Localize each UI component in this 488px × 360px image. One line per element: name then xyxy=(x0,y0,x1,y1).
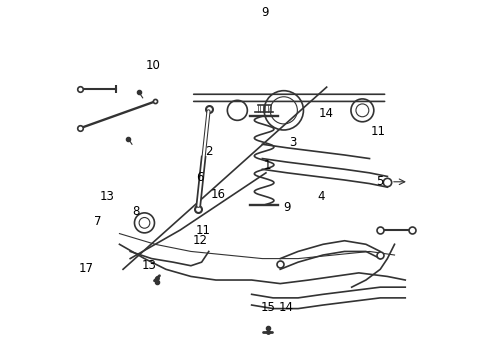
Text: 15: 15 xyxy=(260,301,275,314)
Text: 5: 5 xyxy=(376,175,383,188)
Text: 14: 14 xyxy=(279,301,294,314)
Text: 8: 8 xyxy=(132,204,139,217)
Text: 2: 2 xyxy=(204,145,212,158)
Text: 14: 14 xyxy=(318,107,333,120)
Text: 10: 10 xyxy=(146,59,161,72)
Text: 9: 9 xyxy=(261,6,268,19)
Text: 13: 13 xyxy=(100,190,114,203)
Text: 7: 7 xyxy=(94,215,102,228)
Text: 11: 11 xyxy=(370,125,385,138)
Text: 16: 16 xyxy=(210,188,225,201)
Text: 1: 1 xyxy=(264,159,271,172)
Text: 4: 4 xyxy=(317,190,325,203)
Text: 3: 3 xyxy=(288,136,296,149)
Text: 6: 6 xyxy=(196,171,203,184)
Text: 12: 12 xyxy=(192,234,207,247)
Text: 13: 13 xyxy=(141,258,156,271)
Text: 17: 17 xyxy=(79,262,94,275)
Text: 11: 11 xyxy=(196,224,210,237)
Text: 9: 9 xyxy=(283,201,290,214)
